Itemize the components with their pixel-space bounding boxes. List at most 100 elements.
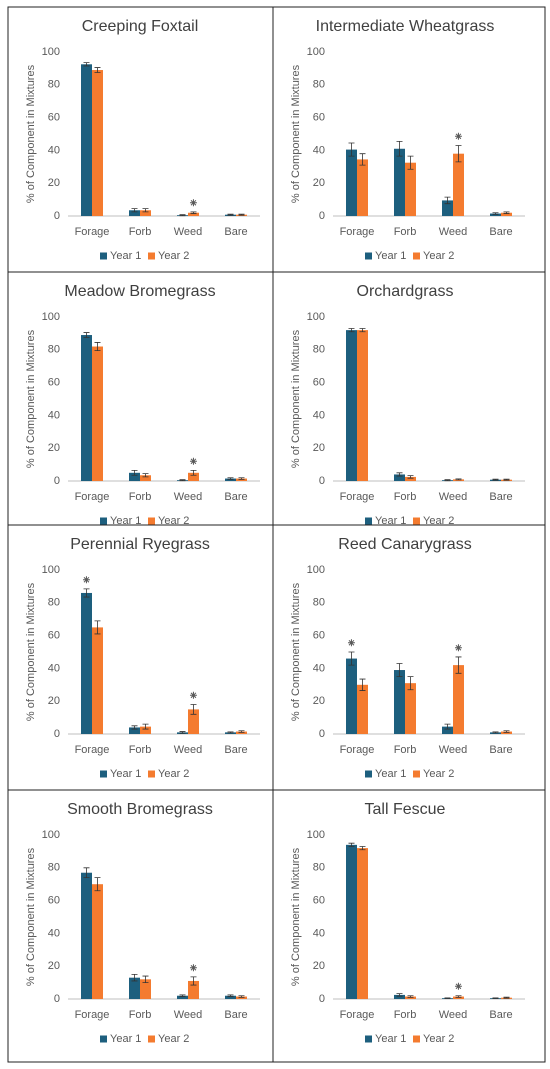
panel-title: Orchardgrass: [357, 283, 454, 300]
legend-swatch: [148, 252, 155, 260]
bar: [140, 726, 151, 734]
significance-marker: ⁕: [346, 635, 357, 650]
bar: [394, 148, 405, 216]
legend-label: Year 1: [110, 768, 141, 780]
error-bar: [190, 469, 197, 476]
error-bar: [455, 145, 462, 163]
x-tick-label: Forb: [394, 1009, 417, 1021]
bar: [140, 979, 151, 999]
bar: [394, 670, 405, 734]
bar: [188, 472, 199, 481]
error-bar: [492, 731, 499, 734]
legend-swatch: [365, 517, 372, 525]
legend-swatch: [148, 770, 155, 778]
y-tick-label: 60: [48, 112, 60, 124]
error-bar: [359, 153, 366, 166]
error-bar: [190, 211, 197, 214]
bar: [405, 996, 416, 999]
x-tick-label: Weed: [174, 1009, 203, 1021]
legend-swatch: [365, 770, 372, 778]
y-tick-label: 80: [48, 597, 60, 609]
error-bar: [396, 663, 403, 677]
x-tick-label: Forb: [129, 744, 152, 756]
legend-swatch: [100, 252, 107, 260]
x-tick-label: Bare: [224, 491, 247, 503]
error-bar: [179, 994, 186, 997]
error-bar: [359, 846, 366, 851]
bar: [188, 709, 199, 734]
significance-marker: ⁕: [453, 979, 464, 994]
panel-title: Intermediate Wheatgrass: [316, 18, 495, 35]
bar: [92, 627, 103, 734]
x-tick-label: Forage: [340, 491, 375, 503]
error-bar: [238, 477, 245, 480]
legend-swatch: [413, 517, 420, 525]
y-tick-label: 0: [319, 475, 325, 487]
bar: [346, 658, 357, 734]
bar: [140, 210, 151, 216]
y-tick-label: 60: [313, 895, 325, 907]
x-tick-label: Forage: [75, 744, 110, 756]
error-bar: [348, 142, 355, 157]
error-bar: [142, 975, 149, 983]
legend-label: Year 1: [375, 515, 406, 527]
x-tick-label: Forb: [129, 491, 152, 503]
y-tick-label: 100: [42, 829, 60, 841]
legend-swatch: [413, 770, 420, 778]
y-tick-label: 60: [313, 112, 325, 124]
x-tick-label: Forb: [129, 1009, 152, 1021]
error-bar: [238, 995, 245, 998]
y-tick-label: 80: [48, 79, 60, 91]
panel-title: Reed Canarygrass: [338, 536, 471, 553]
x-tick-label: Forage: [340, 1009, 375, 1021]
error-bar: [359, 328, 366, 333]
y-tick-label: 0: [54, 993, 60, 1005]
error-bar: [227, 994, 234, 997]
bar: [236, 731, 247, 734]
y-axis-label: % of Component in Mixtures: [290, 582, 302, 721]
legend-label: Year 2: [423, 250, 454, 262]
y-tick-label: 40: [48, 144, 60, 156]
error-bar: [348, 651, 355, 666]
significance-marker: ⁕: [188, 960, 199, 975]
y-tick-label: 0: [54, 728, 60, 740]
error-bar: [492, 478, 499, 481]
error-bar: [131, 469, 138, 476]
error-bar: [83, 867, 90, 879]
error-bar: [83, 62, 90, 67]
error-bar: [238, 730, 245, 733]
error-bar: [503, 478, 510, 481]
error-bar: [94, 620, 101, 635]
y-tick-label: 20: [48, 442, 60, 454]
y-axis-label: % of Component in Mixtures: [25, 847, 37, 986]
bar: [357, 159, 368, 216]
y-tick-label: 80: [313, 862, 325, 874]
bar: [453, 996, 464, 999]
error-bar: [190, 704, 197, 715]
bar: [188, 212, 199, 216]
bar: [394, 474, 405, 481]
legend-label: Year 1: [375, 1033, 406, 1045]
y-tick-label: 40: [313, 662, 325, 674]
y-axis-label: % of Component in Mixtures: [290, 64, 302, 203]
bar: [81, 64, 92, 216]
y-tick-label: 40: [313, 409, 325, 421]
y-tick-label: 20: [313, 960, 325, 972]
legend-label: Year 2: [423, 1033, 454, 1045]
error-bar: [142, 208, 149, 213]
bar: [357, 684, 368, 734]
bar: [442, 726, 453, 734]
x-tick-label: Forage: [75, 1009, 110, 1021]
error-bar: [503, 211, 510, 214]
y-tick-label: 20: [313, 442, 325, 454]
legend-label: Year 2: [423, 768, 454, 780]
bar: [236, 478, 247, 481]
y-tick-label: 40: [313, 144, 325, 156]
x-tick-label: Bare: [489, 744, 512, 756]
error-bar: [190, 976, 197, 986]
x-tick-label: Forage: [75, 226, 110, 238]
y-tick-label: 80: [48, 344, 60, 356]
error-bar: [142, 723, 149, 730]
